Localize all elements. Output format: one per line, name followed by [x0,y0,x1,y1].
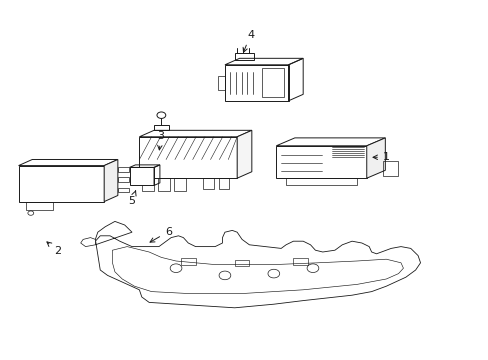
Polygon shape [139,137,237,178]
Polygon shape [276,146,366,178]
Text: 4: 4 [243,30,254,52]
Polygon shape [237,130,251,178]
Polygon shape [81,238,95,247]
Polygon shape [129,167,154,185]
Text: 5: 5 [128,191,136,207]
Text: 1: 1 [372,152,389,162]
Text: 2: 2 [47,242,61,256]
Polygon shape [95,221,420,308]
Text: 6: 6 [150,227,171,242]
Polygon shape [104,159,118,202]
Text: 3: 3 [157,131,164,150]
Polygon shape [366,138,385,178]
Polygon shape [19,166,104,202]
